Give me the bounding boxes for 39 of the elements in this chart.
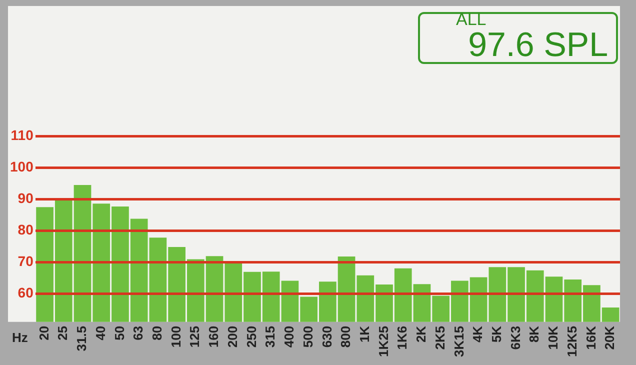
y-tick-label: 60 (18, 284, 34, 300)
x-tick-label: 6K3 (508, 326, 523, 350)
y-tick-label: 80 (18, 222, 34, 238)
x-tick-label: 200 (224, 326, 240, 348)
x-tick-label: 3K15 (451, 326, 466, 357)
x-tick-label: 315 (262, 326, 278, 348)
x-tick-label: 160 (206, 326, 222, 348)
x-tick-label: 20K (602, 325, 618, 350)
x-tick-label: 1K25 (376, 326, 391, 357)
x-tick-label: 63 (130, 326, 146, 340)
y-tick-label: 110 (10, 127, 34, 144)
x-tick-label: 25 (55, 326, 70, 340)
x-tick-label: 500 (300, 326, 316, 348)
x-tick-label: 1K6 (394, 326, 410, 350)
x-tick-label: 5K (488, 325, 504, 343)
y-tick-label: 100 (10, 158, 34, 175)
x-tick-label: 20 (36, 326, 52, 340)
y-tick-label: 90 (18, 190, 34, 206)
x-tick-label: 800 (338, 326, 354, 348)
x-tick-label: 12K5 (564, 326, 580, 357)
x-tick-label: 40 (92, 326, 108, 340)
x-tick-label: 31.5 (74, 326, 90, 352)
x-tick-label: 80 (150, 326, 165, 340)
display-panel: ALL 97.6 SPL (418, 12, 618, 64)
x-tick-label: 125 (187, 326, 202, 348)
x-tick-label: 2K (414, 325, 429, 343)
x-tick-label: 100 (168, 326, 184, 348)
x-tick-label: 8K (526, 325, 542, 343)
x-tick-label: 16K (583, 325, 598, 350)
x-tick-label: 4K (470, 325, 486, 343)
x-tick-label: 250 (244, 326, 259, 348)
x-tick-label: 630 (319, 326, 334, 348)
x-tick-label: 2K5 (432, 326, 448, 350)
x-tick-label: 10K (546, 325, 561, 350)
x-axis-title: Hz (12, 330, 28, 345)
x-tick-label: 400 (282, 326, 297, 348)
x-tick-label: 50 (112, 326, 127, 340)
x-tick-label: 1K (356, 325, 372, 343)
y-tick-label: 70 (18, 252, 34, 269)
